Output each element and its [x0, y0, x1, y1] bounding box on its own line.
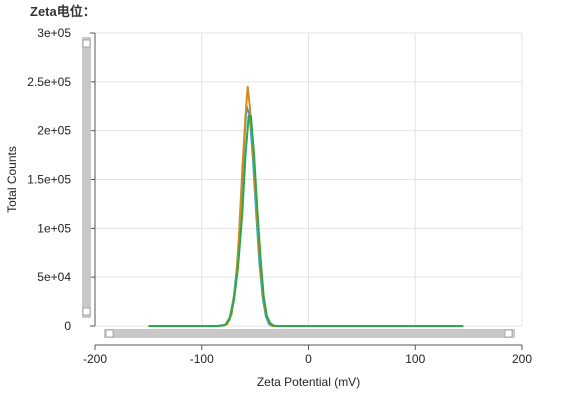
x-axis-title: Zeta Potential (mV) [257, 375, 360, 389]
vertical-scrollbar[interactable] [82, 37, 91, 318]
y-tick-label: 3e+05 [37, 26, 71, 40]
y-tick-label: 0 [64, 319, 71, 333]
horizontal-scrollbar[interactable] [104, 329, 515, 338]
y-tick-label: 2e+05 [37, 124, 71, 138]
page-title: Zeta电位： [30, 4, 96, 19]
y-axis-title: Total Counts [5, 146, 19, 213]
y-tick-label: 2.5e+05 [27, 75, 71, 89]
x-tick-label: -100 [190, 352, 214, 366]
x-tick-label: 100 [405, 352, 425, 366]
x-tick-label: 200 [512, 352, 532, 366]
series-line-3 [148, 115, 464, 327]
y-tick-label: 1e+05 [37, 221, 71, 235]
y-tick-label: 5e+04 [37, 270, 71, 284]
series-layer [148, 85, 464, 327]
vertical-scroll-handle-top[interactable] [82, 39, 91, 48]
x-tick-label: 0 [305, 352, 312, 366]
horizontal-scroll-handle-left[interactable] [105, 329, 114, 338]
x-tick-label: -200 [83, 352, 107, 366]
axes-layer [90, 32, 523, 350]
vertical-scroll-handle-bottom[interactable] [82, 307, 91, 316]
grid-layer [94, 32, 523, 327]
scroll-layer [82, 37, 515, 338]
labels-layer: 0 5e+04 1e+05 1.5e+05 2e+05 2.5e+05 3e+05 -200 -… [5, 26, 532, 389]
y-tick-label: 1.5e+05 [27, 173, 71, 187]
horizontal-scroll-handle-right[interactable] [504, 329, 513, 338]
